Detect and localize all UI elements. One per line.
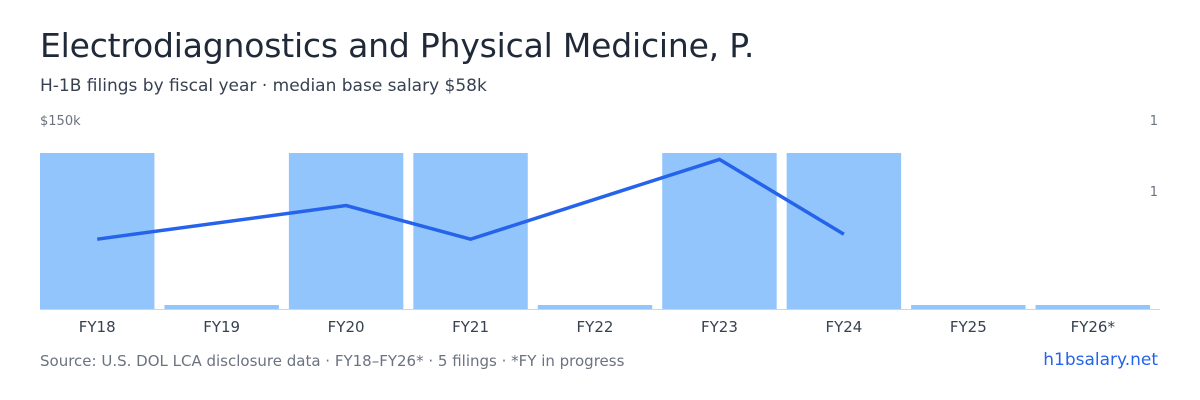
y-right-tick-label: 1 [1150, 114, 1158, 129]
x-tick-label: FY25 [950, 318, 987, 336]
x-tick-label: FY26* [1071, 318, 1116, 336]
bar-fy25[interactable] [911, 305, 1026, 309]
x-tick-label: FY22 [577, 318, 614, 336]
brand-link[interactable]: h1bsalary.net [1043, 350, 1158, 370]
y-left-top-label: $150k [40, 114, 81, 129]
source-note: Source: U.S. DOL LCA disclosure data · F… [40, 352, 625, 370]
x-tick-label: FY21 [452, 318, 489, 336]
bar-fy21[interactable] [413, 153, 528, 309]
bar-fy24[interactable] [786, 153, 902, 309]
bar-fy26-partial[interactable] [1035, 305, 1150, 309]
x-tick-label: FY23 [701, 318, 738, 336]
bar-fy19[interactable] [164, 305, 279, 309]
chart-title: Electrodiagnostics and Physical Medicine… [40, 26, 755, 65]
x-tick-label: FY24 [825, 318, 862, 336]
bar-fy20[interactable] [288, 153, 404, 309]
y-right-tick-label: 1 [1150, 185, 1158, 200]
bar-fy18[interactable] [40, 153, 155, 309]
bar-fy23[interactable] [662, 153, 777, 309]
bar-fy22[interactable] [537, 305, 653, 309]
x-tick-label: FY19 [203, 318, 240, 336]
x-tick-label: FY18 [79, 318, 116, 336]
x-tick-label: FY20 [328, 318, 365, 336]
chart-subtitle: H-1B filings by fiscal year · median bas… [40, 76, 487, 96]
